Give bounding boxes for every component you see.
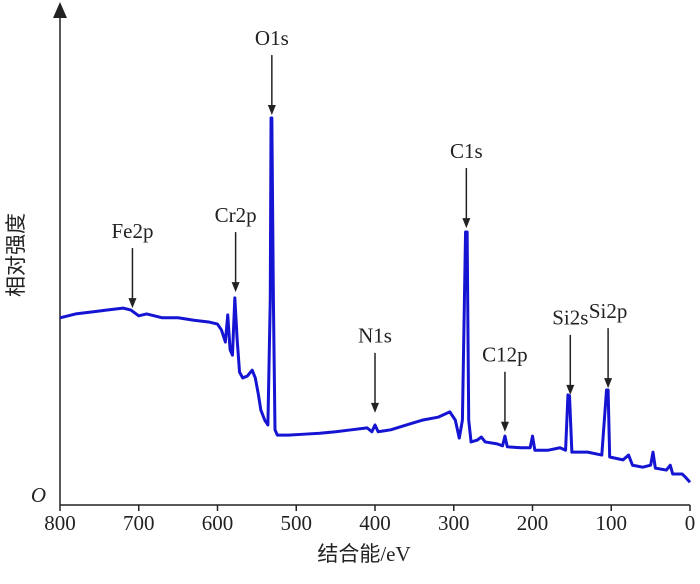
x-tick-label: 300 — [438, 511, 470, 535]
annotation-arrowhead — [566, 384, 575, 395]
x-tick-label: 500 — [281, 511, 313, 535]
annotation-label: C1s — [450, 139, 483, 163]
annotation-label: Cr2p — [215, 203, 257, 227]
x-tick-label: 600 — [202, 511, 234, 535]
annotation-label: Fe2p — [111, 219, 153, 243]
y-axis-label: 相对强度 — [4, 213, 28, 297]
spectrum-line — [59, 116, 692, 484]
annotation-arrowhead — [462, 218, 471, 229]
x-axis-label: 结合能/eV — [317, 542, 410, 566]
annotation-label: Si2s — [552, 306, 588, 330]
annotation-arrowhead — [267, 105, 276, 116]
annotation-arrowhead — [128, 298, 137, 309]
x-tick-label: 700 — [123, 511, 155, 535]
annotation-label: C12p — [482, 343, 528, 367]
x-tick-label: 400 — [359, 511, 391, 535]
y-tick-label: O — [31, 483, 46, 507]
annotation-arrowhead — [500, 421, 509, 432]
annotation-label: N1s — [358, 324, 392, 348]
annotation-arrowhead — [371, 402, 379, 413]
x-tick-label: 200 — [517, 511, 549, 535]
annotation-arrowhead — [604, 378, 613, 389]
annotation-arrowhead — [231, 282, 240, 293]
x-tick-label: 800 — [44, 511, 76, 535]
x-tick-label: 100 — [596, 511, 628, 535]
y-axis-arrow — [53, 2, 67, 18]
x-tick-label: 0 — [685, 511, 696, 535]
annotation-label: O1s — [255, 26, 289, 50]
annotation-label: Si2p — [589, 299, 628, 323]
